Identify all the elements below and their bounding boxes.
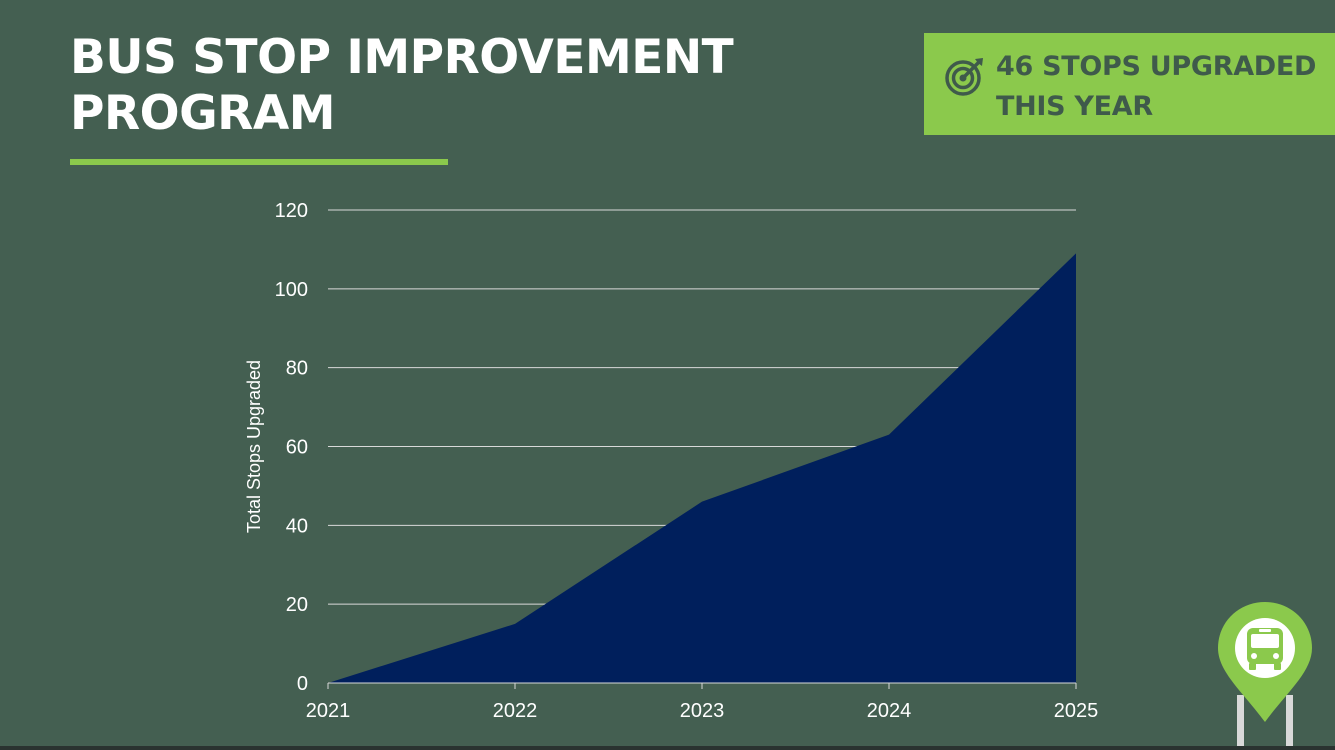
- badge-text: 46 STOPS UPGRADED THIS YEAR: [996, 47, 1316, 127]
- target-icon: [945, 58, 983, 96]
- badge-line-2: THIS YEAR: [996, 91, 1153, 122]
- y-tick-label-20: 20: [286, 594, 308, 616]
- y-tick-label-100: 100: [275, 279, 308, 301]
- area-series-total-stops: [328, 253, 1076, 683]
- x-tick-label-2022: 2022: [493, 700, 538, 722]
- y-tick-label-80: 80: [286, 358, 308, 380]
- y-tick-label-120: 120: [275, 200, 308, 222]
- badge-line-1: 46 STOPS UPGRADED: [996, 51, 1317, 82]
- x-tick-label-2023: 2023: [680, 700, 725, 722]
- x-tick-label-2025: 2025: [1054, 700, 1099, 722]
- title-underline: [70, 159, 448, 165]
- y-axis-title: Total Stops Upgraded: [244, 360, 264, 533]
- slide-title: BUS STOP IMPROVEMENT PROGRAM: [70, 30, 770, 142]
- y-tick-label-60: 60: [286, 437, 308, 459]
- bus-stop-pin-icon: [1218, 602, 1312, 750]
- slide-title-line-1: BUS STOP IMPROVEMENT: [70, 30, 734, 85]
- y-tick-label-0: 0: [297, 673, 308, 695]
- slide-title-line-2: PROGRAM: [70, 86, 336, 141]
- y-tick-label-40: 40: [286, 515, 308, 537]
- bottom-bar: [0, 746, 1335, 750]
- x-tick-label-2024: 2024: [867, 700, 912, 722]
- x-tick-label-2021: 2021: [306, 700, 351, 722]
- stat-badge: 46 STOPS UPGRADED THIS YEAR: [924, 33, 1335, 135]
